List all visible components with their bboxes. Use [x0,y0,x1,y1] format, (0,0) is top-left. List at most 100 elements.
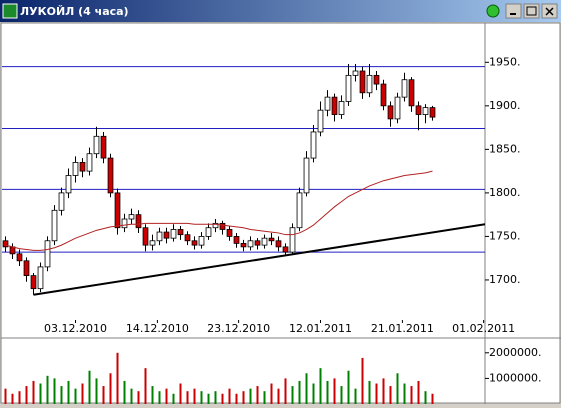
candle-body [282,246,289,253]
minimize-button[interactable] [505,3,522,19]
candle-body [366,74,373,94]
volume-bar [417,380,420,404]
candle-body [86,153,93,172]
y-tick-label: 1850. [489,142,521,155]
candle-body [72,162,79,176]
trend-line [33,223,486,296]
candle-body [352,70,359,76]
candle-body [149,240,156,246]
volume-bar [32,380,35,404]
candle-body [93,135,100,155]
y-tick-label: 1800. [489,186,521,199]
volume-bar [431,393,434,404]
volume-bar [172,393,175,404]
x-tick-label: 14.12.2010 [126,322,189,335]
volume-bar [235,393,238,404]
candle-body [247,240,254,248]
volume-bar [81,383,84,404]
volume-bar [46,375,49,404]
x-tick-label: 21.01.2011 [371,322,434,335]
volume-bar [186,391,189,404]
candle-body [289,227,296,253]
volume-bar [4,388,7,404]
volume-tick-label: 1000000. [489,371,542,384]
x-tick-label: 23.12.2010 [207,322,270,335]
candle-body [100,135,107,159]
candle-body [30,275,37,290]
volume-bar [60,386,63,404]
candle-body [422,107,429,115]
candle-body [401,79,408,98]
volume-bar [270,383,273,404]
volume-bar [403,383,406,404]
maximize-icon [526,6,537,16]
volume-bar [368,380,371,404]
volume-bar [305,373,308,404]
candle-body [177,229,184,236]
volume-bar [25,386,28,404]
volume-bar [347,370,350,404]
volume-bar [137,391,140,404]
volume-bar [18,391,21,404]
y-tick-label: 1950. [489,55,521,68]
candle-body [44,240,51,268]
candle-body [233,236,240,244]
candle-body [331,96,338,115]
candle-body [65,175,72,194]
volume-bar [410,386,413,404]
volume-bar [221,393,224,404]
volume-bar [95,378,98,404]
x-tick-label: 12.01.2011 [289,322,352,335]
maximize-button[interactable] [523,3,540,19]
candle-body [191,240,198,246]
volume-bar [277,388,280,404]
y-tick-label: 1900. [489,99,521,112]
candle-body [205,227,212,237]
volume-bar [256,386,259,404]
x-tick-label: 03.12.2010 [44,322,107,335]
candle-body [268,237,275,242]
candle-body [359,70,366,94]
candle-body [296,192,303,229]
volume-bar [263,391,266,404]
volume-bar [396,373,399,404]
candle-body [219,222,226,230]
candle-body [121,218,128,229]
candle-body [16,253,23,262]
volume-bar [382,378,385,404]
candle-body [394,96,401,120]
volume-bar [298,380,301,404]
candle-body [107,157,114,194]
close-icon [545,7,554,16]
candle-body [303,157,310,194]
candle-body [226,229,233,237]
candle-body [310,131,317,159]
title-bar [0,0,561,22]
candle-body [387,105,394,120]
volume-bar [291,386,294,404]
volume-bar [207,393,210,404]
volume-bar [424,391,427,404]
candle-body [114,192,121,229]
candle-body [254,240,261,246]
candle-body [51,209,58,242]
window-buttons[interactable] [505,3,558,19]
candle-body [373,74,380,85]
volume-bar [200,391,203,404]
candle-body [261,237,268,246]
candle-body [240,242,247,248]
volume-bar [102,386,105,404]
candle-body [338,101,345,115]
candle-body [198,236,205,246]
volume-tick-label: 2000000. [489,346,542,359]
volume-bar [340,386,343,404]
volume-bar [67,380,70,404]
volume-bar [130,388,133,404]
candle-body [9,246,16,255]
candle-body [212,222,219,229]
y-tick-label: 1700. [489,273,521,286]
volume-bar [88,370,91,404]
candle-body [163,231,170,239]
volume-bar [333,378,336,404]
